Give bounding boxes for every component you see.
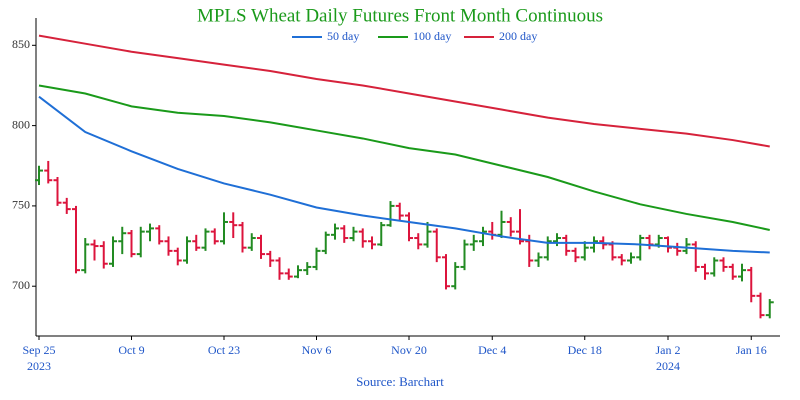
moving-average-line xyxy=(38,95,770,254)
y-tick-label: 700 xyxy=(12,278,30,292)
x-tick-sublabel: 2023 xyxy=(27,359,51,373)
x-tick-label: Oct 9 xyxy=(118,343,144,357)
legend-label: 200 day xyxy=(499,29,537,43)
x-tick-label: Oct 23 xyxy=(208,343,240,357)
moving-average-line xyxy=(38,34,770,148)
x-tick-sublabel: 2024 xyxy=(656,359,680,373)
x-tick-label: Nov 6 xyxy=(302,343,332,357)
x-tick-label: Sep 25 xyxy=(23,343,56,357)
x-tick-label: Jan 16 xyxy=(736,343,767,357)
y-tick-label: 800 xyxy=(12,117,30,131)
y-tick-label: 850 xyxy=(12,37,30,51)
x-tick-label: Jan 2 xyxy=(656,343,681,357)
x-tick-label: Nov 20 xyxy=(391,343,427,357)
y-tick-label: 750 xyxy=(12,198,30,212)
chart-title: MPLS Wheat Daily Futures Front Month Con… xyxy=(197,5,603,26)
legend-label: 50 day xyxy=(327,29,359,43)
x-tick-label: Dec 18 xyxy=(568,343,602,357)
source-note: Source: Barchart xyxy=(356,374,444,389)
x-tick-label: Dec 4 xyxy=(478,343,506,357)
moving-average-line xyxy=(38,84,770,231)
legend-label: 100 day xyxy=(413,29,451,43)
